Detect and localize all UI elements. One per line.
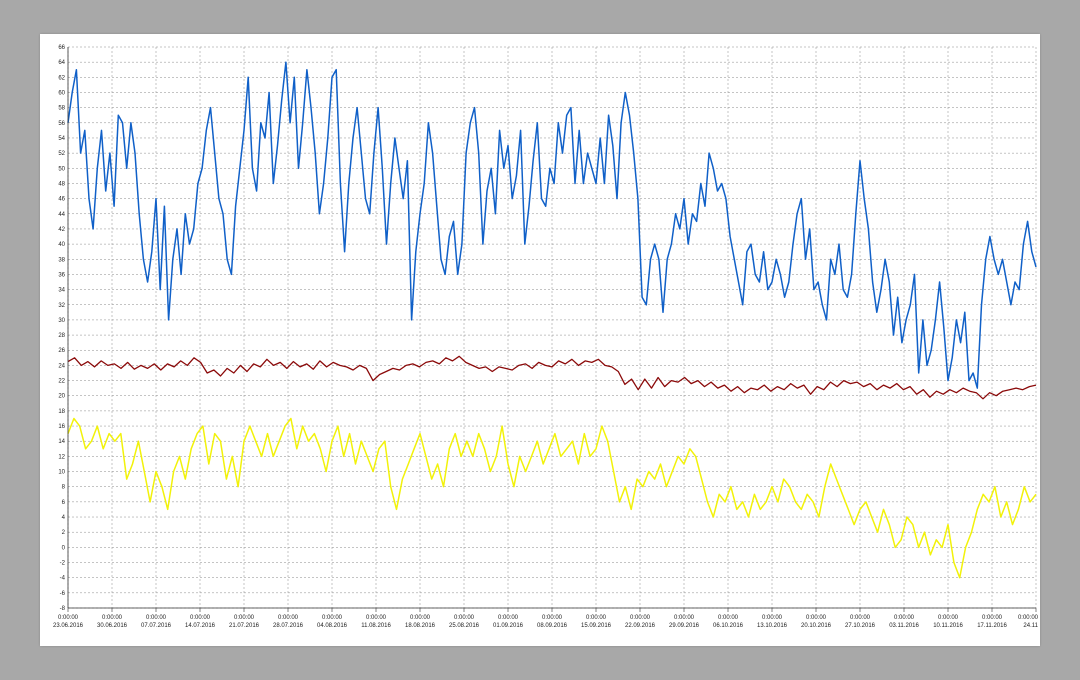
x-tick-date: 15.09.2016	[581, 623, 612, 629]
x-tick-time: 0:00:00	[102, 615, 123, 621]
x-tick-date: 21.07.2016	[229, 623, 260, 629]
y-tick-label: 22	[58, 379, 65, 385]
x-tick-date: 20.10.2016	[801, 623, 832, 629]
x-tick-time: 0:00:00	[498, 615, 519, 621]
y-tick-label: 10	[58, 470, 65, 476]
grid-lines	[67, 46, 1037, 609]
x-tick-time: 0:00:00	[542, 615, 563, 621]
x-tick-date: 11.08.2016	[361, 623, 391, 629]
y-tick-label: 50	[58, 166, 65, 172]
x-tick-date: 04.08.2016	[317, 623, 348, 629]
x-tick-date: 28.07.2016	[273, 623, 304, 629]
x-tick-date: 14.07.2016	[185, 623, 216, 629]
x-tick-date: 25.08.2016	[449, 623, 480, 629]
x-tick-time: 0:00:00	[1018, 615, 1039, 621]
x-tick-date: 08.09.2016	[537, 623, 568, 629]
y-axis-tick-labels: -8-6-4-202468101214161820222426283032343…	[58, 45, 65, 612]
x-tick-time: 0:00:00	[806, 615, 827, 621]
x-tick-date: 01.09.2016	[493, 623, 524, 629]
x-tick-time: 0:00:00	[58, 615, 79, 621]
y-tick-label: 4	[62, 515, 66, 521]
y-tick-label: 44	[58, 212, 65, 218]
x-tick-time: 0:00:00	[630, 615, 651, 621]
y-tick-label: 16	[58, 424, 65, 430]
y-tick-label: 52	[58, 151, 65, 157]
y-tick-label: 26	[58, 348, 65, 354]
y-tick-label: 32	[58, 303, 65, 309]
y-tick-label: 30	[58, 318, 65, 324]
y-tick-label: 34	[58, 288, 65, 294]
x-tick-date: 17.11.2016	[977, 623, 1007, 629]
y-tick-label: 0	[62, 545, 66, 551]
line-chart: -8-6-4-202468101214161820222426283032343…	[53, 45, 1039, 629]
x-tick-time: 0:00:00	[674, 615, 695, 621]
y-tick-label: 42	[58, 227, 65, 233]
y-tick-label: 12	[58, 454, 65, 460]
y-tick-label: 40	[58, 242, 65, 248]
x-tick-time: 0:00:00	[366, 615, 387, 621]
x-tick-time: 0:00:00	[762, 615, 783, 621]
y-tick-label: 66	[58, 45, 65, 51]
y-tick-label: 54	[58, 136, 65, 142]
x-tick-time: 0:00:00	[146, 615, 167, 621]
y-tick-label: -8	[60, 606, 66, 612]
y-tick-label: 24	[58, 363, 65, 369]
chart-frame: -8 -6 -4 -2 0 2 4 6 8 10 12 14 16 18 20 22 24 26 28 30 32 34 3…	[40, 34, 1040, 646]
y-tick-label: 56	[58, 121, 65, 127]
series-line-3	[67, 417, 1037, 579]
x-tick-time: 0:00:00	[190, 615, 211, 621]
x-tick-time: 0:00:00	[894, 615, 915, 621]
x-tick-time: 0:00:00	[938, 615, 959, 621]
x-tick-date: 22.09.2016	[625, 623, 656, 629]
y-tick-label: 20	[58, 394, 65, 400]
x-tick-date: 07.07.2016	[141, 623, 172, 629]
y-tick-label: -2	[60, 561, 66, 567]
x-tick-date: 23.06.2016	[53, 623, 84, 629]
x-axis-tick-labels: 0:00:00 23.06.2016 0:00:00 30.06.2016 0:00:0…	[53, 608, 1039, 629]
x-tick-time: 0:00:00	[586, 615, 607, 621]
series-line-1	[67, 61, 1037, 389]
x-tick-time: 0:00:00	[278, 615, 299, 621]
x-tick-time: 0:00:00	[850, 615, 871, 621]
x-tick-time: 0:00:00	[322, 615, 343, 621]
y-tick-label: 18	[58, 409, 65, 415]
x-tick-date: 30.06.2016	[97, 623, 128, 629]
x-tick-date: 06.10.2016	[713, 623, 744, 629]
x-tick-date: 10.11.2016	[933, 623, 963, 629]
y-tick-label: 58	[58, 106, 65, 112]
x-tick-time: 0:00:00	[982, 615, 1003, 621]
x-tick-date: 29.09.2016	[669, 623, 700, 629]
y-tick-label: 6	[62, 500, 66, 506]
y-tick-label: 62	[58, 75, 65, 81]
x-tick-date: 27.10.2016	[845, 623, 876, 629]
x-tick-time: 0:00:00	[454, 615, 475, 621]
x-tick-date: 13.10.2016	[757, 623, 788, 629]
y-tick-label: 8	[62, 485, 66, 491]
x-tick-date: 24.11	[1023, 623, 1038, 629]
y-tick-label: 14	[58, 439, 65, 445]
y-tick-label: -6	[60, 591, 66, 597]
series-lines	[67, 61, 1037, 579]
x-tick-time: 0:00:00	[410, 615, 431, 621]
y-tick-label: 48	[58, 181, 65, 187]
x-tick-time: 0:00:00	[718, 615, 739, 621]
y-tick-label: 36	[58, 272, 65, 278]
y-tick-label: 2	[62, 530, 66, 536]
x-tick-time: 0:00:00	[234, 615, 255, 621]
y-tick-label: 38	[58, 257, 65, 263]
y-tick-label: 28	[58, 333, 65, 339]
y-tick-label: 46	[58, 197, 65, 203]
y-tick-label: 60	[58, 90, 65, 96]
x-tick-date: 03.11.2016	[889, 623, 919, 629]
y-tick-label: -4	[60, 576, 66, 582]
y-tick-label: 64	[58, 60, 65, 66]
series-line-2	[67, 355, 1037, 400]
x-tick-date: 18.08.2016	[405, 623, 436, 629]
